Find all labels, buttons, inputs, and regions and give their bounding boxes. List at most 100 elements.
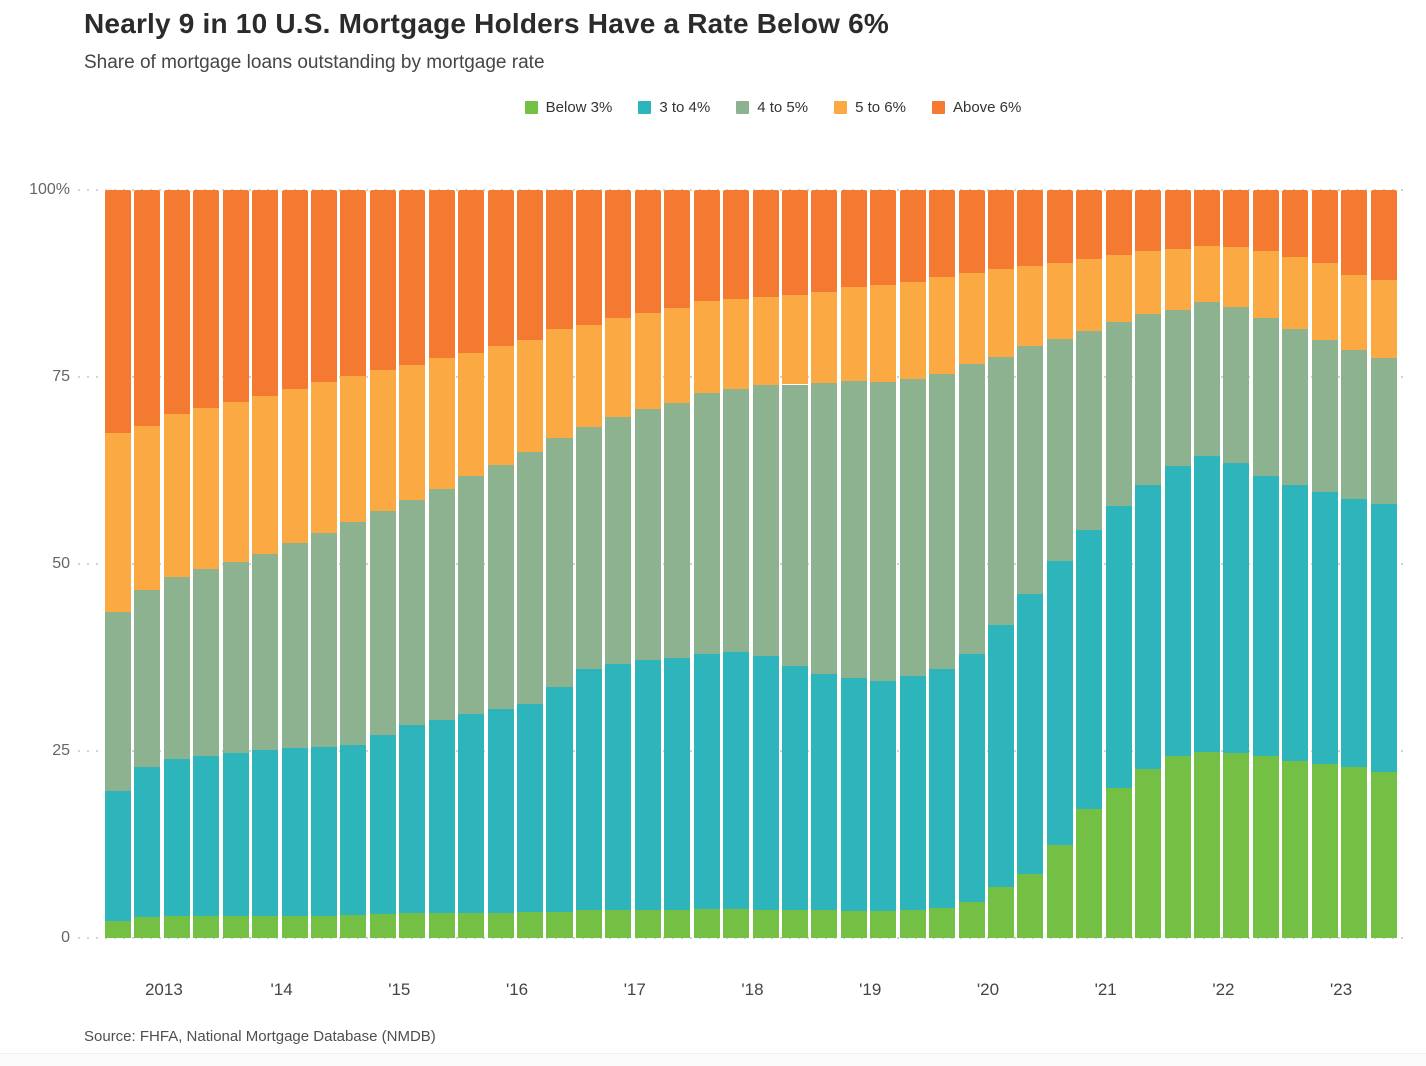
bar-2017-q4: [664, 190, 691, 938]
segment-3-to-4%: [987, 625, 1014, 888]
legend-item: 3 to 4%: [638, 99, 710, 116]
segment-below-3%: [1164, 755, 1191, 938]
segment-below-3%: [870, 911, 897, 938]
segment-5-to-6%: [1046, 262, 1073, 339]
segment-4-to-5%: [575, 427, 602, 669]
segment-above-6%: [428, 190, 455, 359]
segment-5-to-6%: [340, 376, 367, 523]
segment-4-to-5%: [399, 500, 426, 725]
segment-4-to-5%: [870, 381, 897, 682]
segment-above-6%: [752, 190, 779, 297]
segment-4-to-5%: [105, 611, 132, 792]
segment-4-to-5%: [1311, 339, 1338, 493]
segment-4-to-5%: [1282, 329, 1309, 485]
segment-4-to-5%: [1046, 338, 1073, 562]
segment-4-to-5%: [958, 364, 985, 654]
segment-4-to-5%: [1076, 330, 1103, 530]
segment-5-to-6%: [634, 312, 661, 410]
segment-3-to-4%: [664, 657, 691, 910]
segment-above-6%: [634, 190, 661, 313]
segment-below-3%: [193, 915, 220, 938]
bar-2014-q1: [222, 190, 249, 938]
bar-2017-q1: [575, 190, 602, 938]
segment-4-to-5%: [1105, 321, 1132, 506]
segment-above-6%: [1105, 190, 1132, 256]
y-tick-label: 50: [52, 555, 70, 572]
bar-2021-q3: [1105, 190, 1132, 938]
segment-4-to-5%: [1370, 357, 1397, 505]
segment-above-6%: [163, 190, 190, 415]
bar-2023-q1: [1282, 190, 1309, 938]
segment-below-3%: [1046, 845, 1073, 938]
bar-2020-q4: [1017, 190, 1044, 938]
segment-above-6%: [517, 190, 544, 340]
bar-2013-q1: [105, 190, 132, 938]
segment-below-3%: [840, 911, 867, 938]
segment-3-to-4%: [752, 656, 779, 910]
segment-5-to-6%: [134, 425, 161, 591]
y-tick-label: 0: [61, 929, 70, 946]
segment-4-to-5%: [929, 374, 956, 669]
segment-5-to-6%: [1223, 246, 1250, 308]
bar-2022-q1: [1164, 190, 1191, 938]
segment-below-3%: [752, 909, 779, 938]
legend-label: 3 to 4%: [659, 99, 711, 116]
segment-4-to-5%: [1135, 314, 1162, 485]
segment-4-to-5%: [781, 384, 808, 666]
gridline-0: [78, 937, 1410, 939]
x-tick-label: '19: [859, 980, 882, 999]
segment-below-3%: [311, 915, 338, 938]
segment-below-3%: [369, 914, 396, 938]
legend-swatch-icon: [736, 101, 750, 114]
chart-subtitle: Share of mortgage loans outstanding by m…: [84, 52, 545, 73]
segment-5-to-6%: [1341, 275, 1368, 351]
segment-5-to-6%: [487, 346, 514, 465]
segment-4-to-5%: [281, 543, 308, 749]
segment-5-to-6%: [1105, 255, 1132, 322]
legend-label: Below 3%: [545, 99, 613, 116]
legend-item: 4 to 5%: [736, 99, 808, 116]
segment-3-to-4%: [399, 724, 426, 914]
segment-below-3%: [517, 911, 544, 938]
segment-5-to-6%: [311, 381, 338, 533]
segment-above-6%: [575, 190, 602, 326]
segment-below-3%: [1370, 771, 1397, 938]
segment-3-to-4%: [1135, 484, 1162, 769]
segment-5-to-6%: [1193, 246, 1220, 303]
bar-2017-q3: [634, 190, 661, 938]
chart-title: Nearly 9 in 10 U.S. Mortgage Holders Hav…: [84, 8, 890, 39]
segment-above-6%: [664, 190, 691, 309]
segment-below-3%: [811, 910, 838, 938]
bar-2016-q2: [487, 190, 514, 938]
segment-5-to-6%: [899, 282, 926, 379]
segment-3-to-4%: [1164, 466, 1191, 756]
bar-2023-q4: [1370, 190, 1397, 938]
bar-2021-q1: [1046, 190, 1073, 938]
segment-above-6%: [958, 190, 985, 274]
segment-below-3%: [1017, 874, 1044, 938]
bar-2021-q2: [1076, 190, 1103, 938]
segment-4-to-5%: [134, 590, 161, 768]
bar-2022-q2: [1193, 190, 1220, 938]
segment-below-3%: [664, 909, 691, 938]
segment-5-to-6%: [1076, 258, 1103, 331]
segment-below-3%: [340, 914, 367, 938]
bar-2022-q3: [1223, 190, 1250, 938]
segment-above-6%: [1282, 190, 1309, 257]
segment-4-to-5%: [723, 388, 750, 653]
segment-3-to-4%: [1105, 505, 1132, 788]
segment-3-to-4%: [487, 709, 514, 913]
segment-above-6%: [1046, 190, 1073, 263]
segment-above-6%: [281, 190, 308, 389]
segment-5-to-6%: [369, 370, 396, 511]
segment-3-to-4%: [105, 791, 132, 921]
gridline-100: [78, 189, 1410, 191]
segment-4-to-5%: [605, 416, 632, 665]
segment-below-3%: [958, 902, 985, 938]
segment-below-3%: [222, 915, 249, 938]
segment-5-to-6%: [105, 433, 132, 612]
legend-swatch-icon: [524, 101, 538, 114]
segment-4-to-5%: [487, 464, 514, 710]
bar-2023-q3: [1341, 190, 1368, 938]
